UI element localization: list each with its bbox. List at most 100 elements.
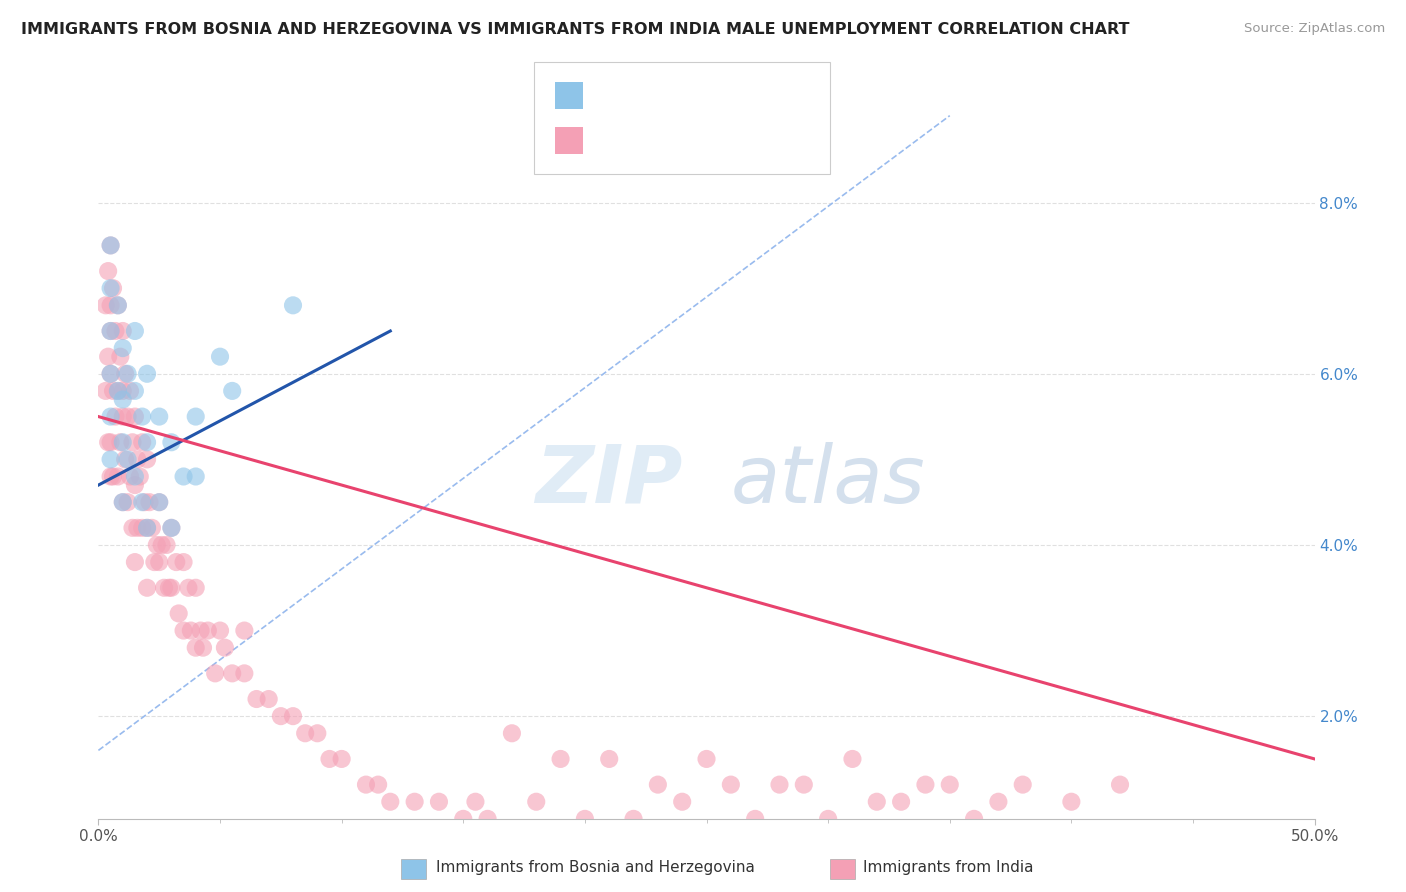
Point	[155, 538, 177, 552]
Point	[111, 324, 134, 338]
Point	[111, 392, 134, 407]
Point	[354, 778, 377, 792]
Point	[118, 384, 141, 398]
Point	[148, 495, 170, 509]
Point	[124, 409, 146, 424]
Point	[127, 452, 149, 467]
Point	[131, 435, 153, 450]
Point	[477, 812, 499, 826]
Point	[696, 752, 718, 766]
Point	[598, 752, 620, 766]
Point	[101, 384, 124, 398]
Point	[100, 367, 122, 381]
Point	[1011, 778, 1033, 792]
Point	[380, 795, 402, 809]
Point	[204, 666, 226, 681]
Point	[136, 435, 159, 450]
Point	[107, 384, 129, 398]
Point	[453, 812, 475, 826]
Point	[94, 384, 117, 398]
Point	[180, 624, 202, 638]
Point	[184, 469, 207, 483]
Point	[124, 555, 146, 569]
Point	[160, 435, 183, 450]
Point	[100, 409, 122, 424]
Point	[190, 624, 212, 638]
Point	[100, 298, 122, 312]
Point	[107, 298, 129, 312]
Point	[101, 281, 124, 295]
Point	[214, 640, 236, 655]
Point	[221, 666, 243, 681]
Text: -0.585: -0.585	[626, 133, 681, 148]
Point	[101, 469, 124, 483]
Point	[914, 778, 936, 792]
Point	[117, 409, 139, 424]
Text: R =: R =	[591, 88, 624, 103]
Point	[128, 469, 150, 483]
Point	[793, 778, 815, 792]
Point	[127, 521, 149, 535]
Point	[143, 555, 166, 569]
Point	[744, 812, 766, 826]
Point	[817, 812, 839, 826]
Point	[100, 324, 122, 338]
Point	[524, 795, 547, 809]
Point	[167, 607, 190, 621]
Text: Source: ZipAtlas.com: Source: ZipAtlas.com	[1244, 22, 1385, 36]
Point	[270, 709, 292, 723]
Point	[100, 324, 122, 338]
Text: Immigrants from India: Immigrants from India	[863, 861, 1033, 875]
Point	[107, 469, 129, 483]
Point	[100, 367, 122, 381]
Text: IMMIGRANTS FROM BOSNIA AND HERZEGOVINA VS IMMIGRANTS FROM INDIA MALE UNEMPLOYMEN: IMMIGRANTS FROM BOSNIA AND HERZEGOVINA V…	[21, 22, 1129, 37]
Point	[987, 795, 1010, 809]
Text: 0.225: 0.225	[626, 88, 673, 103]
Point	[136, 521, 159, 535]
Point	[136, 521, 159, 535]
Point	[110, 435, 132, 450]
Point	[197, 624, 219, 638]
Point	[114, 367, 136, 381]
Text: N =: N =	[672, 88, 706, 103]
Point	[100, 435, 122, 450]
Point	[121, 435, 143, 450]
Point	[134, 495, 156, 509]
Point	[1109, 778, 1132, 792]
Point	[124, 478, 146, 492]
Point	[294, 726, 316, 740]
Point	[307, 726, 329, 740]
Point	[117, 452, 139, 467]
Point	[281, 709, 304, 723]
Point	[111, 409, 134, 424]
Point	[107, 298, 129, 312]
Text: N =: N =	[678, 133, 711, 148]
Point	[671, 795, 693, 809]
Point	[131, 409, 153, 424]
Point	[94, 298, 117, 312]
Point	[367, 778, 389, 792]
Point	[100, 238, 122, 252]
Point	[866, 795, 889, 809]
Point	[501, 726, 523, 740]
Point	[184, 581, 207, 595]
Text: Immigrants from Bosnia and Herzegovina: Immigrants from Bosnia and Herzegovina	[436, 861, 755, 875]
Point	[124, 384, 146, 398]
Point	[121, 521, 143, 535]
Point	[221, 384, 243, 398]
Point	[404, 795, 426, 809]
Point	[131, 495, 153, 509]
Point	[153, 581, 176, 595]
Point	[110, 350, 132, 364]
Text: ZIP: ZIP	[534, 442, 682, 520]
Point	[148, 495, 170, 509]
Point	[177, 581, 200, 595]
Point	[233, 666, 256, 681]
Point	[173, 555, 195, 569]
Point	[427, 795, 450, 809]
Point	[574, 812, 596, 826]
Text: 114: 114	[709, 133, 740, 148]
Point	[118, 469, 141, 483]
Point	[173, 624, 195, 638]
Point	[550, 752, 572, 766]
